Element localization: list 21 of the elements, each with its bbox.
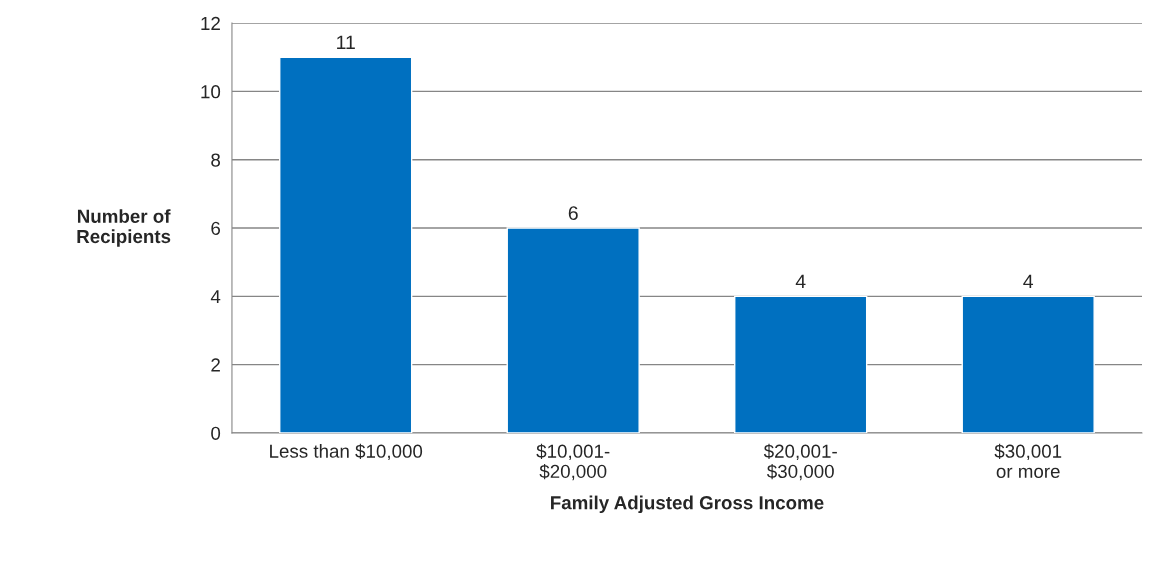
y-tick-label: 2 (211, 358, 220, 372)
y-axis-title: Number of Recipients (77, 209, 171, 247)
bar (961, 295, 1095, 433)
y-tick-label: 10 (201, 85, 221, 99)
y-tick-label: 0 (211, 426, 221, 440)
bar (734, 295, 868, 433)
x-tick-label: Less than $10,000 (270, 443, 423, 461)
x-tick-label: $30,001 or more (994, 443, 1062, 479)
x-tick-label: $20,001- $30,000 (763, 443, 837, 481)
y-tick-label: 4 (210, 290, 221, 304)
data-label: 4 (1023, 274, 1034, 289)
data-label: 6 (568, 206, 578, 221)
x-axis-title: Family Adjusted Gross Income (551, 495, 824, 514)
x-tick-label: $10,001- $20,000 (536, 443, 610, 481)
bar (279, 56, 413, 433)
data-label: 4 (795, 274, 806, 289)
y-tick-label: 8 (211, 153, 221, 167)
data-label: 11 (337, 35, 355, 50)
y-tick-label: 6 (211, 221, 221, 235)
y-tick-label: 12 (201, 16, 220, 30)
bar (506, 227, 640, 433)
